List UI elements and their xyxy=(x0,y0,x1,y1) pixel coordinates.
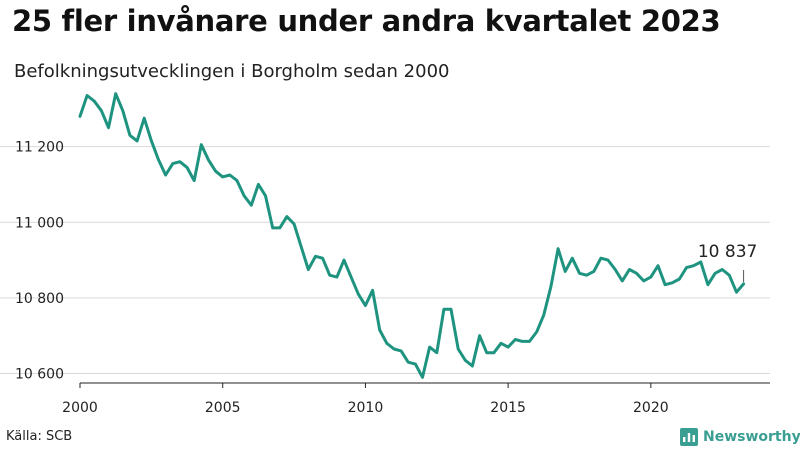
x-tick-label: 2010 xyxy=(348,400,384,416)
grid-lines xyxy=(0,146,770,375)
y-tick-label: 10 600 xyxy=(15,367,64,383)
last-value-label: 10 837 xyxy=(698,242,757,262)
x-tick-label: 2005 xyxy=(205,400,241,416)
source-note: Källa: SCB xyxy=(6,429,73,444)
chart-subtitle: Befolkningsutvecklingen i Borgholm sedan… xyxy=(14,61,450,82)
y-tick-label: 11 200 xyxy=(15,140,64,156)
x-tick-label: 2000 xyxy=(62,400,98,416)
brand-name: Newsworthy xyxy=(703,429,800,445)
y-axis-tick-labels: 10 600 10 800 11 000 11 200 xyxy=(15,140,64,383)
brand-logo: Newsworthy xyxy=(680,426,800,448)
x-tick-label: 2015 xyxy=(490,400,526,416)
x-axis: 2000 2005 2010 2015 2020 xyxy=(62,382,770,416)
chart-title: 25 fler invånare under andra kvartalet 2… xyxy=(12,4,721,38)
series-layer xyxy=(78,92,746,379)
population-line-chart: 10 600 10 800 11 000 11 200 2000 2005 2010 201… xyxy=(0,92,770,416)
y-tick-label: 10 800 xyxy=(15,291,64,307)
x-tick-label: 2020 xyxy=(633,400,669,416)
newsworthy-logo-icon xyxy=(680,428,698,446)
series-line xyxy=(78,92,746,379)
y-tick-label: 11 000 xyxy=(15,215,64,231)
last-value-annotation: 10 837 xyxy=(698,242,757,282)
